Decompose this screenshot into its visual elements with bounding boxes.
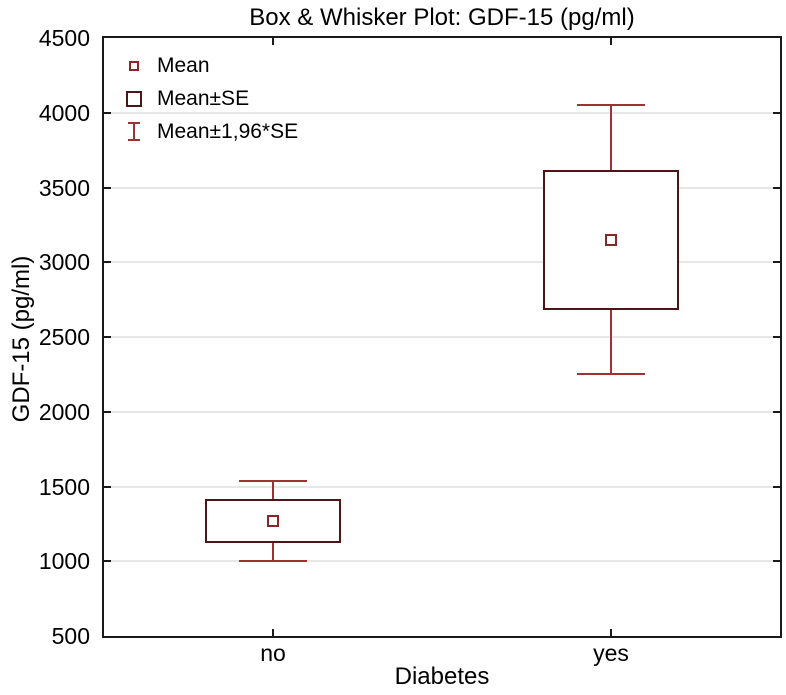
- x-tick-bottom: [272, 629, 274, 636]
- chart-title: Box & Whisker Plot: GDF-15 (pg/ml): [249, 4, 635, 31]
- y-tick-label: 500: [51, 623, 90, 649]
- y-tick-left: [104, 485, 111, 488]
- whisker-icon: [127, 122, 141, 141]
- x-tick-label: yes: [593, 640, 629, 666]
- x-tick-top: [272, 38, 274, 45]
- y-tick-label: 2500: [38, 324, 90, 350]
- y-tick-right: [773, 261, 780, 264]
- y-tick-left: [104, 560, 111, 563]
- legend-icon-cell: [120, 122, 148, 141]
- y-tick-right: [773, 560, 780, 563]
- y-tick-label: 1500: [38, 473, 90, 500]
- y-tick-label: 1000: [38, 548, 90, 575]
- h-gridline: [104, 336, 780, 338]
- y-tick-label: 2000: [38, 398, 90, 425]
- y-tick-left: [104, 186, 111, 189]
- legend-label-se: Mean±SE: [157, 86, 250, 110]
- legend-row-se: Mean±SE: [120, 82, 298, 115]
- y-tick-right: [773, 111, 780, 114]
- legend-icon-cell: [120, 60, 148, 71]
- h-gridline: [104, 261, 780, 264]
- x-tick-bottom: [610, 629, 612, 636]
- mean-marker-yes: [605, 233, 617, 246]
- whisker-cap-high-no: [239, 479, 307, 482]
- legend: Mean Mean±SE Mean±1,96*SE: [120, 49, 298, 148]
- h-gridline: [104, 111, 780, 114]
- y-tick-left: [104, 336, 111, 338]
- x-tick-top: [610, 38, 612, 45]
- legend-icon-cell: [120, 90, 148, 107]
- se-box-no: [205, 499, 341, 543]
- whisker-cap-high-yes: [577, 104, 645, 107]
- h-gridline: [104, 410, 780, 413]
- y-tick-label: 3000: [38, 249, 90, 276]
- plot-area: Mean Mean±SE Mean±1,96*SE: [102, 36, 782, 638]
- legend-label-mean: Mean: [157, 53, 210, 77]
- legend-row-mean: Mean: [120, 49, 298, 82]
- mean-square-icon: [129, 60, 139, 71]
- y-tick-right: [773, 186, 780, 189]
- legend-label-whisker: Mean±1,96*SE: [157, 119, 299, 143]
- y-tick-label: 3500: [38, 174, 90, 201]
- h-gridline: [104, 186, 780, 189]
- h-gridline: [104, 485, 780, 488]
- x-axis-title: Diabetes: [394, 663, 490, 690]
- h-gridline: [104, 560, 780, 563]
- whisker-cap-low-no: [239, 560, 307, 563]
- se-box-yes: [543, 170, 679, 310]
- y-tick-label: 4000: [38, 99, 90, 126]
- se-box-icon: [126, 90, 142, 107]
- legend-row-whisker: Mean±1,96*SE: [120, 115, 298, 148]
- y-tick-right: [773, 485, 780, 488]
- whisker-cap-low-yes: [577, 373, 645, 376]
- y-tick-left: [104, 410, 111, 413]
- y-tick-left: [104, 111, 111, 114]
- y-tick-right: [773, 410, 780, 413]
- y-tick-right: [773, 336, 780, 338]
- y-tick-left: [104, 261, 111, 264]
- x-tick-label: no: [260, 640, 286, 666]
- y-tick-label: 4500: [38, 25, 90, 51]
- mean-marker-no: [267, 514, 279, 527]
